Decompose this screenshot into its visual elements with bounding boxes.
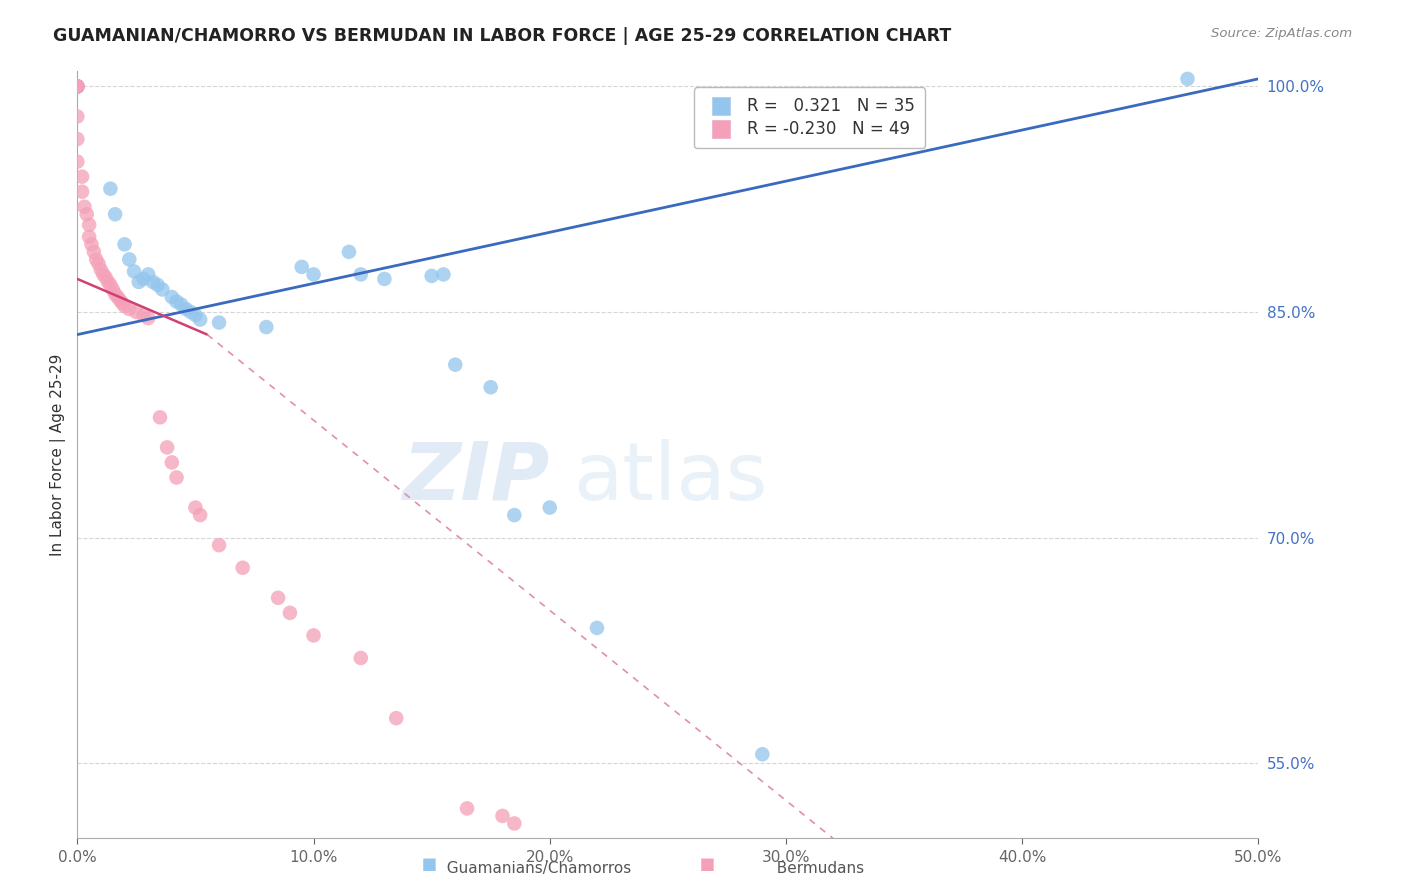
Point <box>66 110 89 124</box>
Point <box>166 294 188 309</box>
Point <box>503 508 526 522</box>
Point <box>100 277 122 292</box>
Point <box>208 538 231 552</box>
Point <box>184 500 207 515</box>
Point <box>70 169 93 184</box>
Point <box>350 651 373 665</box>
Text: ▪: ▪ <box>420 852 437 876</box>
Point <box>94 270 117 285</box>
Point <box>550 869 572 883</box>
Point <box>232 560 254 574</box>
Point <box>132 272 155 286</box>
Point <box>456 801 478 815</box>
Point <box>302 268 325 282</box>
Point <box>337 244 360 259</box>
Point <box>114 237 136 252</box>
Point <box>128 275 150 289</box>
Point <box>751 747 773 762</box>
Point <box>208 316 231 330</box>
Text: ▪: ▪ <box>699 852 716 876</box>
Point <box>291 260 314 274</box>
Point <box>87 257 110 271</box>
Y-axis label: In Labor Force | Age 25-29: In Labor Force | Age 25-29 <box>51 354 66 556</box>
Point <box>91 268 114 282</box>
Text: GUAMANIAN/CHAMORRO VS BERMUDAN IN LABOR FORCE | AGE 25-29 CORRELATION CHART: GUAMANIAN/CHAMORRO VS BERMUDAN IN LABOR … <box>53 27 952 45</box>
Point <box>66 132 89 146</box>
Point <box>66 154 89 169</box>
Point <box>574 869 596 883</box>
Point <box>479 380 502 394</box>
Point <box>136 268 159 282</box>
Point <box>142 275 165 289</box>
Point <box>180 305 202 319</box>
Point <box>302 628 325 642</box>
Point <box>111 296 134 310</box>
Text: atlas: atlas <box>574 439 768 517</box>
Point <box>66 79 89 94</box>
Point <box>70 185 93 199</box>
Point <box>491 809 513 823</box>
Point <box>118 252 141 267</box>
Point <box>101 283 124 297</box>
Point <box>432 268 454 282</box>
Text: ZIP: ZIP <box>402 439 550 517</box>
Point <box>66 79 89 94</box>
Point <box>385 711 408 725</box>
Point <box>136 311 159 326</box>
Point <box>160 290 183 304</box>
Point <box>586 621 609 635</box>
Point <box>160 455 183 469</box>
Point <box>66 79 89 94</box>
Point <box>80 237 103 252</box>
Point <box>66 79 89 94</box>
Point <box>149 410 172 425</box>
Point <box>156 441 179 455</box>
Point <box>118 301 141 316</box>
Point <box>1177 71 1199 86</box>
Point <box>132 308 155 322</box>
Point <box>77 229 100 244</box>
Point <box>73 200 96 214</box>
Point <box>76 207 98 221</box>
Point <box>114 299 136 313</box>
Point <box>166 470 188 484</box>
Point <box>174 301 197 316</box>
Point <box>267 591 290 605</box>
Point <box>77 218 100 232</box>
Point <box>150 283 173 297</box>
Point <box>373 272 395 286</box>
Point <box>90 263 112 277</box>
Point <box>184 308 207 322</box>
Point <box>66 79 89 94</box>
Point <box>444 358 467 372</box>
Point <box>503 816 526 830</box>
Text: Source: ZipAtlas.com: Source: ZipAtlas.com <box>1212 27 1353 40</box>
Point <box>66 79 89 94</box>
Point <box>420 268 443 283</box>
Point <box>84 252 107 267</box>
Point <box>122 264 145 278</box>
Point <box>100 182 122 196</box>
Point <box>104 207 127 221</box>
Point <box>107 290 129 304</box>
Point <box>188 312 211 326</box>
Point <box>538 500 561 515</box>
Point <box>350 268 373 282</box>
Point <box>108 293 131 307</box>
Point <box>66 79 89 94</box>
Text: Guamanians/Chamorros: Guamanians/Chamorros <box>437 861 631 876</box>
Point <box>254 320 277 334</box>
Text: Bermudans: Bermudans <box>766 861 865 876</box>
Legend: R =   0.321   N = 35, R = -0.230   N = 49: R = 0.321 N = 35, R = -0.230 N = 49 <box>695 87 925 148</box>
Point <box>97 275 120 289</box>
Point <box>125 305 148 319</box>
Point <box>278 606 301 620</box>
Point <box>83 244 105 259</box>
Point <box>188 508 211 522</box>
Point <box>104 287 127 301</box>
Point <box>146 277 169 292</box>
Point <box>170 297 193 311</box>
